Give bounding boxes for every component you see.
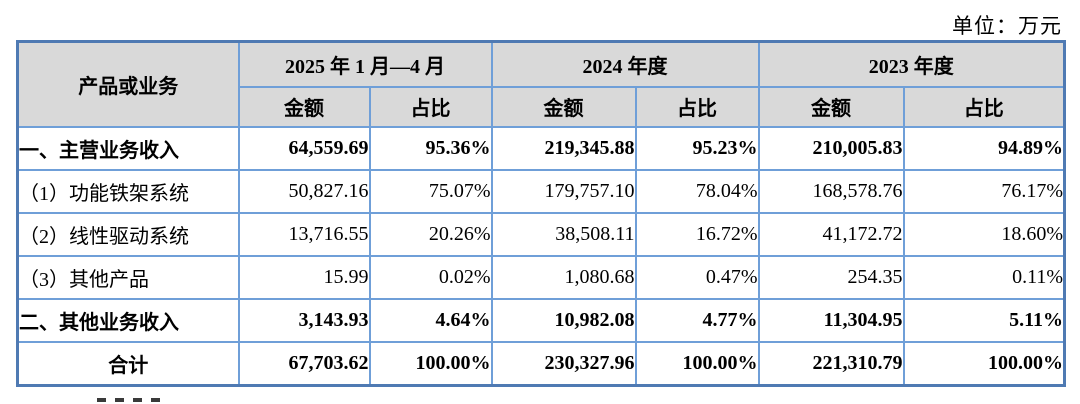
amount-cell: 219,345.88: [490, 125, 637, 171]
ratio-cell: 100.00%: [634, 340, 760, 387]
row-label: （3）其他产品: [16, 254, 240, 300]
amount-cell: 221,310.79: [757, 340, 905, 387]
subheader-amount-2025: 金额: [237, 85, 371, 128]
ratio-cell: 95.23%: [634, 125, 760, 171]
ratio-cell: 100.00%: [902, 340, 1066, 387]
subheader-ratio-2023: 占比: [902, 85, 1066, 128]
ratio-cell: 75.07%: [368, 168, 493, 214]
ratio-cell: 4.77%: [634, 297, 760, 343]
row-label: 合计: [16, 340, 240, 387]
header-row-periods: 产品或业务 2025 年 1 月—4 月 2024 年度 2023 年度: [16, 40, 1066, 128]
ratio-cell: 100.00%: [368, 340, 493, 387]
row-label: （1）功能铁架系统: [16, 168, 240, 214]
col-group-2023: 2023 年度: [757, 40, 1066, 88]
amount-cell: 168,578.76: [757, 168, 905, 214]
table-row-other-products: （3）其他产品 15.99 0.02% 1,080.68 0.47% 254.3…: [16, 254, 1066, 300]
amount-cell: 1,080.68: [490, 254, 637, 300]
header-row-subcolumns: 金额 占比 金额 占比 金额 占比: [18, 85, 1066, 128]
ratio-cell: 78.04%: [634, 168, 760, 214]
row-label: （2）线性驱动系统: [16, 211, 240, 257]
clipped-text-fragment: [97, 398, 160, 404]
col-group-2025: 2025 年 1 月—4 月: [237, 40, 493, 88]
ratio-cell: 0.11%: [902, 254, 1066, 300]
amount-cell: 41,172.72: [757, 211, 905, 257]
amount-cell: 64,559.69: [237, 125, 371, 171]
amount-cell: 13,716.55: [237, 211, 371, 257]
ratio-cell: 95.36%: [368, 125, 493, 171]
amount-cell: 3,143.93: [237, 297, 371, 343]
row-label: 一、主营业务收入: [16, 125, 240, 171]
amount-cell: 179,757.10: [490, 168, 637, 214]
ratio-cell: 4.64%: [368, 297, 493, 343]
table-row-other-revenue: 二、其他业务收入 3,143.93 4.64% 10,982.08 4.77% …: [16, 297, 1066, 343]
subheader-amount-2023: 金额: [757, 85, 905, 128]
ratio-cell: 16.72%: [634, 211, 760, 257]
table-row-iron-frame: （1）功能铁架系统 50,827.16 75.07% 179,757.10 78…: [16, 168, 1066, 214]
table-row-main-revenue: 一、主营业务收入 64,559.69 95.36% 219,345.88 95.…: [16, 125, 1066, 171]
unit-label: 单位：万元: [952, 14, 1062, 38]
subheader-amount-2024: 金额: [490, 85, 637, 128]
subheader-ratio-2025: 占比: [368, 85, 493, 128]
amount-cell: 254.35: [757, 254, 905, 300]
amount-cell: 15.99: [237, 254, 371, 300]
amount-cell: 210,005.83: [757, 125, 905, 171]
amount-cell: 230,327.96: [490, 340, 637, 387]
ratio-cell: 76.17%: [902, 168, 1066, 214]
revenue-table: 产品或业务 2025 年 1 月—4 月 2024 年度 2023 年度 金额 …: [16, 40, 1066, 387]
amount-cell: 50,827.16: [237, 168, 371, 214]
ratio-cell: 0.02%: [368, 254, 493, 300]
ratio-cell: 94.89%: [902, 125, 1066, 171]
table-row-linear-drive: （2）线性驱动系统 13,716.55 20.26% 38,508.11 16.…: [16, 211, 1066, 257]
ratio-cell: 20.26%: [368, 211, 493, 257]
amount-cell: 10,982.08: [490, 297, 637, 343]
corner-header: 产品或业务: [16, 40, 240, 128]
row-label: 二、其他业务收入: [16, 297, 240, 343]
table-row-total: 合计 67,703.62 100.00% 230,327.96 100.00% …: [16, 340, 1066, 387]
ratio-cell: 18.60%: [902, 211, 1066, 257]
subheader-ratio-2024: 占比: [634, 85, 760, 128]
amount-cell: 11,304.95: [757, 297, 905, 343]
ratio-cell: 5.11%: [902, 297, 1066, 343]
ratio-cell: 0.47%: [634, 254, 760, 300]
amount-cell: 67,703.62: [237, 340, 371, 387]
col-group-2024: 2024 年度: [490, 40, 760, 88]
amount-cell: 38,508.11: [490, 211, 637, 257]
